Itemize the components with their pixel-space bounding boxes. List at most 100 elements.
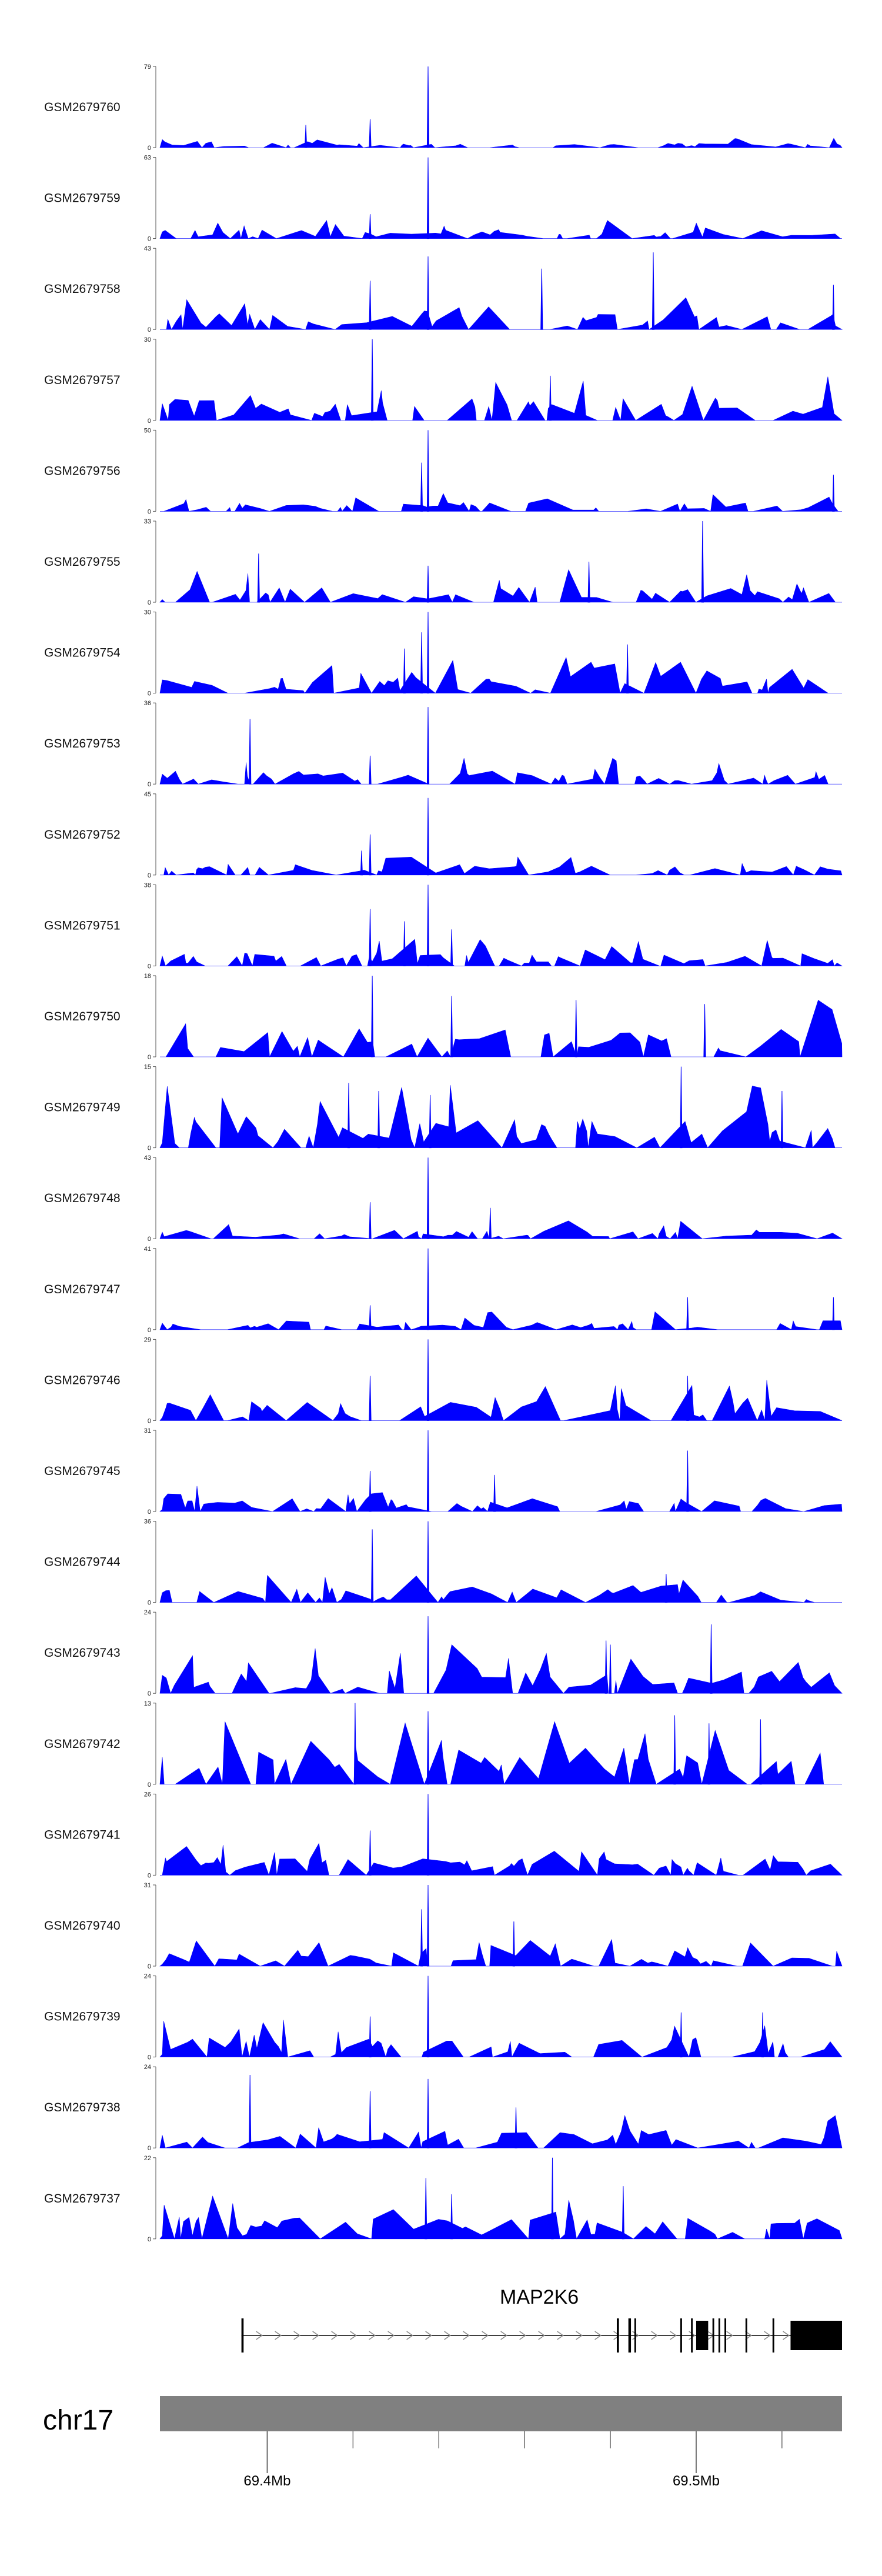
track-ymax-label: 43 [144,1154,151,1162]
track-ymin-label: 0 [148,1963,151,1970]
track-label: GSM2679737 [44,2192,121,2205]
track-ymax-label: 36 [144,700,151,707]
intron-arrow [312,2331,319,2340]
track-signal-area [159,1220,843,1239]
gene-exon [616,2318,619,2353]
track-ymax-label: 15 [144,1064,151,1071]
intron-arrow [594,2331,602,2340]
track-ymax-label: 30 [144,336,151,343]
track-ymin-label: 0 [148,145,151,152]
track-label: GSM2679756 [44,464,121,478]
intron-arrow [331,2331,338,2340]
track-peak [426,1157,430,1239]
track-peak [426,1248,430,1330]
track-signal-area [160,1843,843,1876]
track-signal-area [159,2114,843,2148]
track-peak [493,1474,496,1512]
track-peak [369,214,372,239]
track-label: GSM2679759 [44,192,121,205]
track-ymax-label: 24 [144,1609,151,1616]
track-ymax-label: 13 [144,1700,151,1707]
gene-exon [718,2318,720,2353]
track-signal-area [160,493,842,512]
gene-exon [745,2318,747,2353]
track-peak [426,2078,430,2148]
track-label: GSM2679760 [44,101,121,114]
gene-label: MAP2K6 [500,2286,579,2308]
track-peak [686,1450,689,1512]
track-peak [370,975,374,1057]
track-GSM2679751: GSM2679751 38 0 [44,882,843,970]
intron-arrow [425,2331,432,2340]
track-peak [574,1000,577,1057]
track-label: GSM2679741 [44,1828,121,1841]
track-peak [673,1715,676,1785]
track-peak [426,1430,430,1512]
track-GSM2679740: GSM2679740 31 0 [44,1882,843,1970]
track-peak [604,1640,607,1694]
intron-arrow [557,2331,564,2340]
track-GSM2679742: GSM2679742 13 0 [44,1700,842,1788]
track-peak [369,834,372,876]
track-ymin-label: 0 [148,963,151,970]
chromosome-band [160,2396,842,2431]
track-peak [369,119,372,148]
track-peak [426,1711,430,1785]
track-label: GSM2679742 [44,1737,121,1751]
track-peak [686,1297,689,1330]
track-peak [369,1376,372,1421]
chromosome-ideogram: chr17 [43,2396,842,2436]
track-peak [249,2074,252,2148]
track-ymin-label: 0 [148,872,151,879]
track-peak [710,1624,713,1694]
track-peak [369,281,372,330]
track-GSM2679752: GSM2679752 45 0 [44,791,843,879]
track-peak [450,996,453,1057]
track-GSM2679749: GSM2679749 15 0 [44,1064,842,1152]
intron-arrow [406,2331,413,2340]
intron-arrow [482,2331,489,2340]
track-ymax-label: 24 [144,2064,151,2071]
track-peak [489,1207,492,1239]
track-label: GSM2679743 [44,1646,121,1660]
track-GSM2679750: GSM2679750 18 0 [44,973,843,1061]
intron-arrow [463,2331,470,2340]
intron-arrow [500,2331,507,2340]
genomic-axis: 69.4Mb 69.5Mb [243,2431,783,2489]
track-ymax-label: 79 [144,64,151,71]
track-label: GSM2679755 [44,555,121,569]
track-peak [369,1830,372,1876]
track-GSM2679744: GSM2679744 36 0 [44,1519,842,1607]
intron-arrow [745,2331,752,2340]
track-peak [426,1616,430,1694]
track-ymax-label: 31 [144,1427,151,1434]
track-GSM2679746: GSM2679746 29 0 [44,1336,843,1424]
track-peak [369,909,372,966]
track-GSM2679747: GSM2679747 41 0 [44,1246,843,1334]
track-peak [686,1376,689,1421]
track-peak [450,2194,453,2240]
track-signal-area [159,1938,843,1967]
intron-arrow [613,2331,620,2340]
track-GSM2679738: GSM2679738 24 0 [44,2064,843,2152]
track-label: GSM2679752 [44,828,121,842]
intron-arrow [519,2331,526,2340]
gene-exon [628,2318,632,2353]
track-peak [370,339,374,421]
track-peak [257,553,260,603]
track-ymin-label: 0 [148,1872,151,1879]
track-peak [249,719,252,785]
track-peak [426,430,430,512]
track-GSM2679758: GSM2679758 43 0 [44,245,843,333]
track-peak [360,850,363,876]
gene-track: MAP2K6 [241,2286,842,2353]
track-peak [622,2186,625,2240]
gene-exon [634,2318,636,2353]
track-ymax-label: 33 [144,518,151,525]
track-peak [425,2178,427,2240]
intron-arrow [670,2331,677,2340]
intron-arrow [369,2331,376,2340]
track-ymin-label: 0 [148,418,151,425]
track-peak [426,66,430,148]
track-peak [377,1090,380,1149]
